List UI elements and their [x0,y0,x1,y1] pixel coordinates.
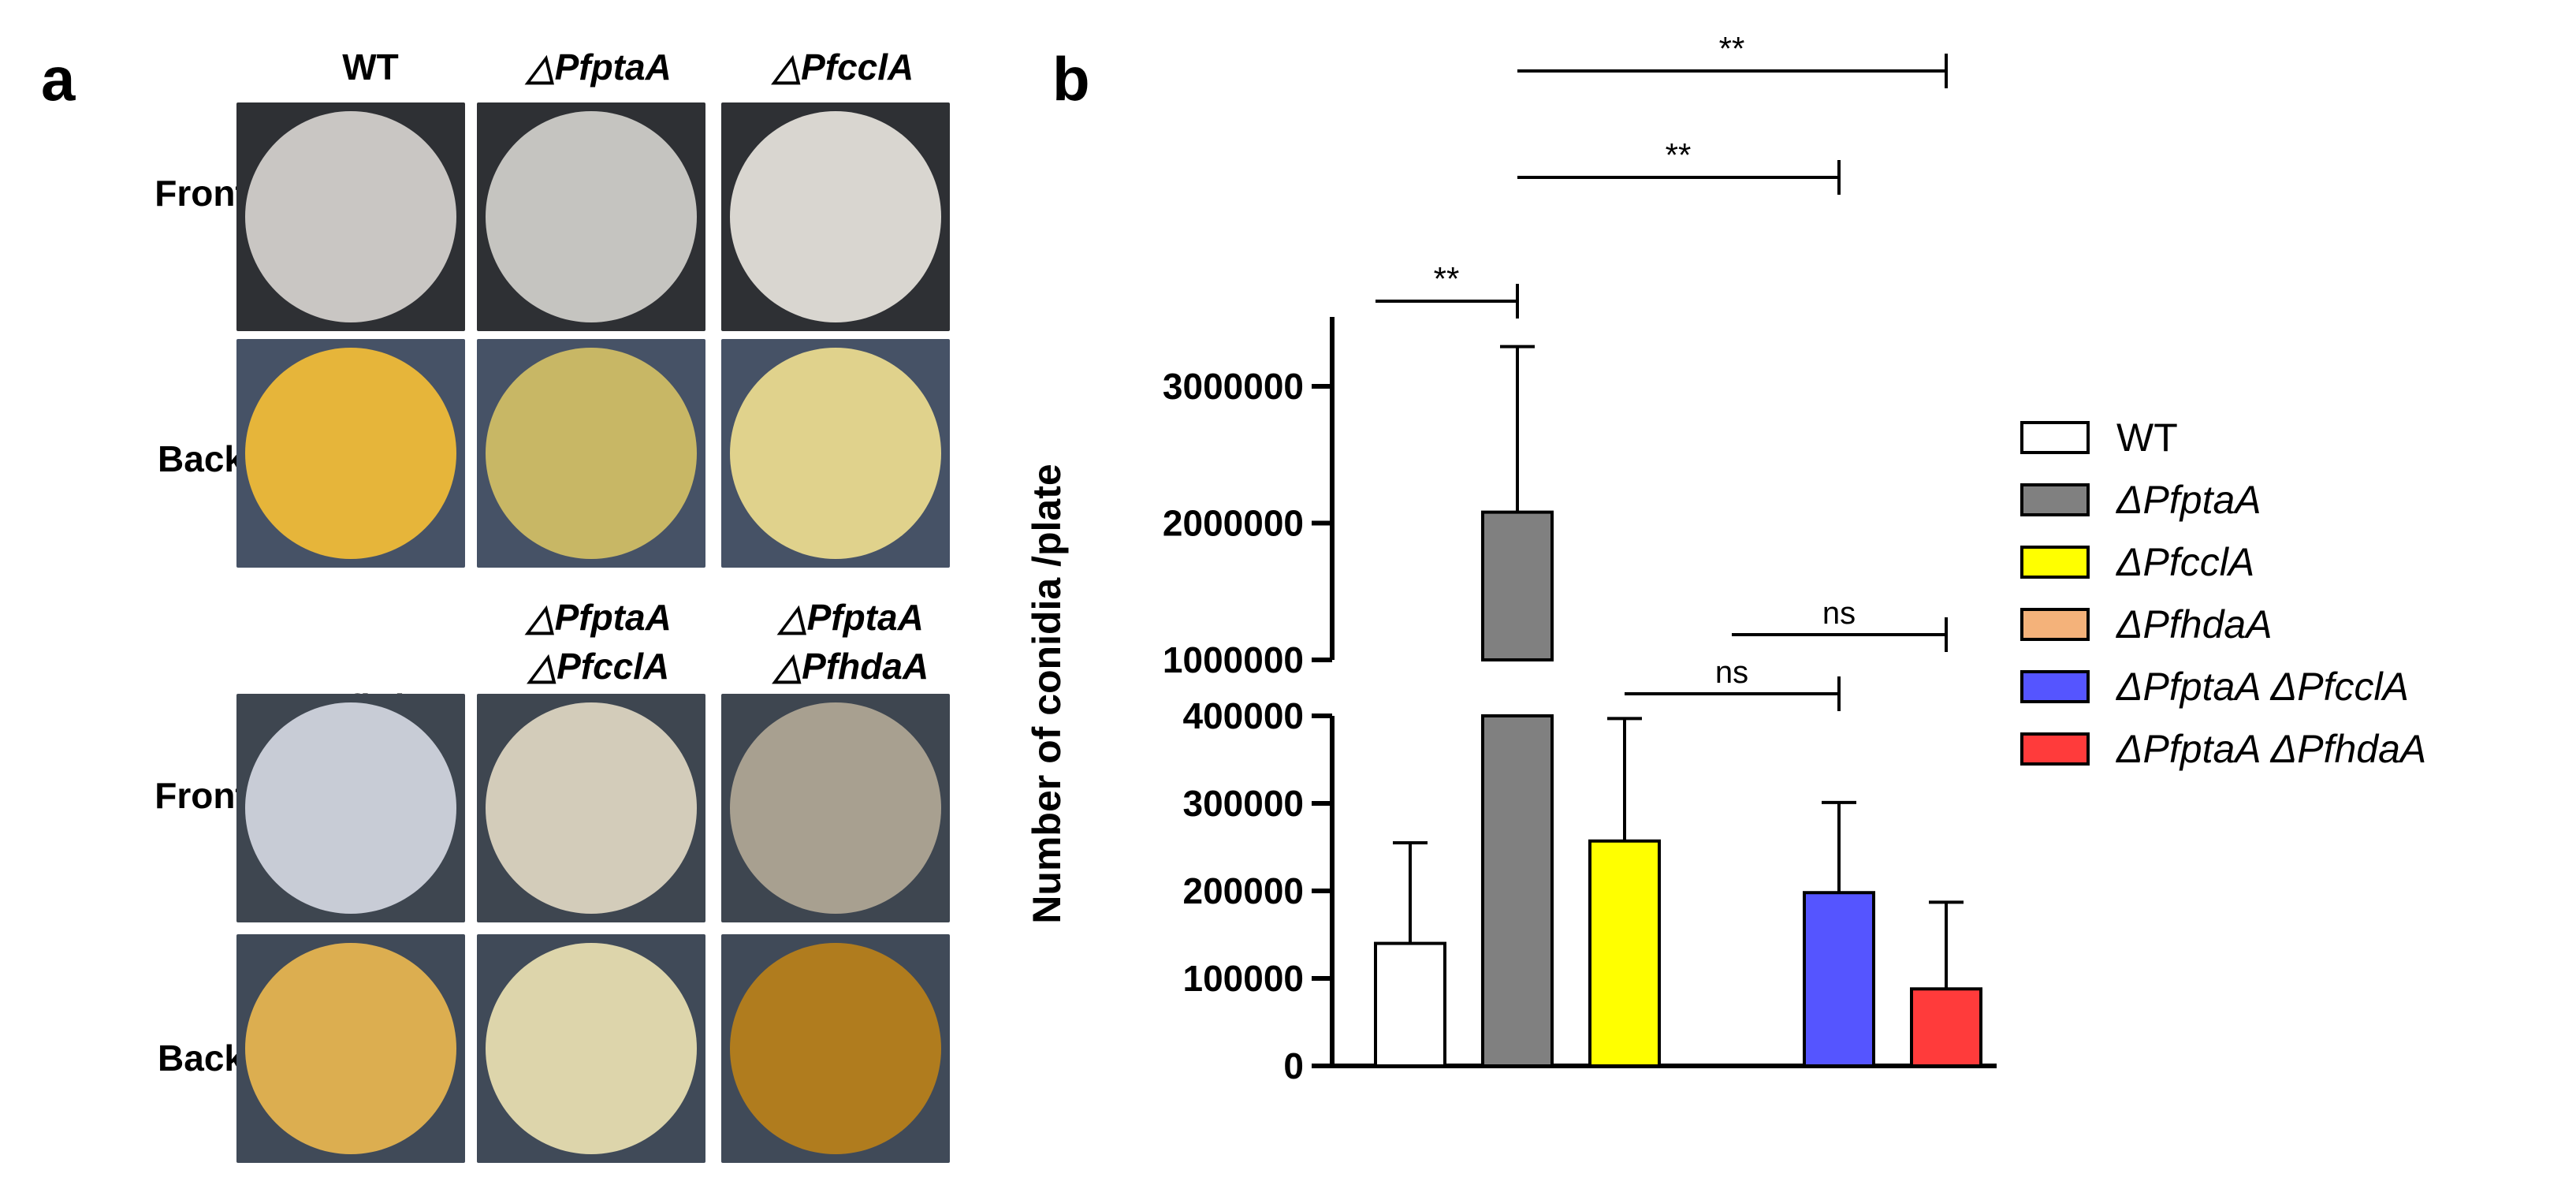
y-tick-label: 2000000 [1163,503,1304,544]
bottom-back-col2-plate [486,943,697,1154]
top-front-col3-plate [730,111,941,322]
y-axis-label: Number of conidia /plate [1025,464,1069,923]
significance-label: ** [1434,260,1460,297]
bar [1910,987,1982,1067]
row-label-front-bottom: Front [154,775,248,816]
top-front-col1-tile [236,102,465,331]
y-tick-label: 1000000 [1163,639,1304,680]
legend-swatch [2020,670,2090,703]
bottom-back-col3-plate [730,943,941,1154]
top-back-col3-tile [721,339,950,568]
legend-label: ΔPfptaA ΔPfcclA [2116,665,2409,709]
y-tick-label: 300000 [1183,783,1305,824]
column-header-pfptaa: △PfptaA [527,47,672,88]
top-back-col2-plate [486,348,697,559]
legend-label: WT [2116,415,2178,460]
significance-label: ns [1822,596,1856,631]
legend-swatch [2020,732,2090,766]
panel-b-label: b [1052,44,1090,114]
bottom-front-col1-tile [236,694,465,922]
column-header-pfccla: △PfcclA [772,47,914,88]
bottom-front-col2-tile [477,694,705,922]
bar [1803,891,1875,1067]
top-back-col1-plate [245,348,456,559]
bottom-back-col3-tile [721,934,950,1163]
bottom-front-col2-plate [486,702,697,914]
top-front-col3-tile [721,102,950,331]
top-back-col3-plate [730,348,941,559]
y-tick-label: 200000 [1183,870,1305,911]
y-tick-label: 0 [1283,1045,1304,1086]
bar [1588,839,1661,1067]
top-back-col1-tile [236,339,465,568]
legend-swatch [2020,546,2090,579]
top-front-col1-plate [245,111,456,322]
bottom-back-col2-tile [477,934,705,1163]
bar [1374,941,1446,1067]
legend-label: ΔPfptaA [2116,478,2261,522]
panel-a-label: a [41,44,76,114]
y-tick-label: 100000 [1183,958,1305,999]
significance-label: ** [1719,30,1745,67]
top-back-col2-tile [477,339,705,568]
legend-label: ΔPfhdaA [2116,602,2273,646]
column-header-line1: △PfptaA [527,597,672,638]
column-header-pfptaa-pfccla: △PfptaA △PfcclA [473,593,725,691]
y-tick-label: 400000 [1183,695,1305,736]
bottom-front-col3-plate [730,702,941,914]
column-header-line2: △PfhdaA [773,646,929,687]
legend-label: ΔPfcclA [2116,540,2254,584]
column-header-wt: WT [342,47,399,88]
bottom-back-col1-plate [245,943,456,1154]
bottom-back-col1-tile [236,934,465,1163]
y-tick-label: 3000000 [1163,366,1304,407]
legend-label: ΔPfptaA ΔPfhdaA [2116,727,2426,771]
top-front-col2-plate [486,111,697,322]
column-header-line2: △PfcclA [528,646,670,687]
bottom-front-col1-plate [245,702,456,914]
legend-swatch [2020,483,2090,516]
bottom-front-col3-tile [721,694,950,922]
row-label-back-bottom: Back [158,1038,244,1079]
row-label-back-top: Back [158,438,244,479]
bar [1481,510,1554,661]
bar-lower-segment [1481,714,1554,1067]
row-label-front-top: Front [154,173,248,214]
column-header-pfptaa-pfhdaa: △PfptaA △PfhdaA [725,593,977,691]
legend-swatch [2020,421,2090,454]
column-header-line1: △PfptaA [779,597,924,638]
significance-label: ns [1715,655,1748,690]
legend-swatch [2020,608,2090,641]
significance-label: ** [1666,136,1692,173]
top-front-col2-tile [477,102,705,331]
